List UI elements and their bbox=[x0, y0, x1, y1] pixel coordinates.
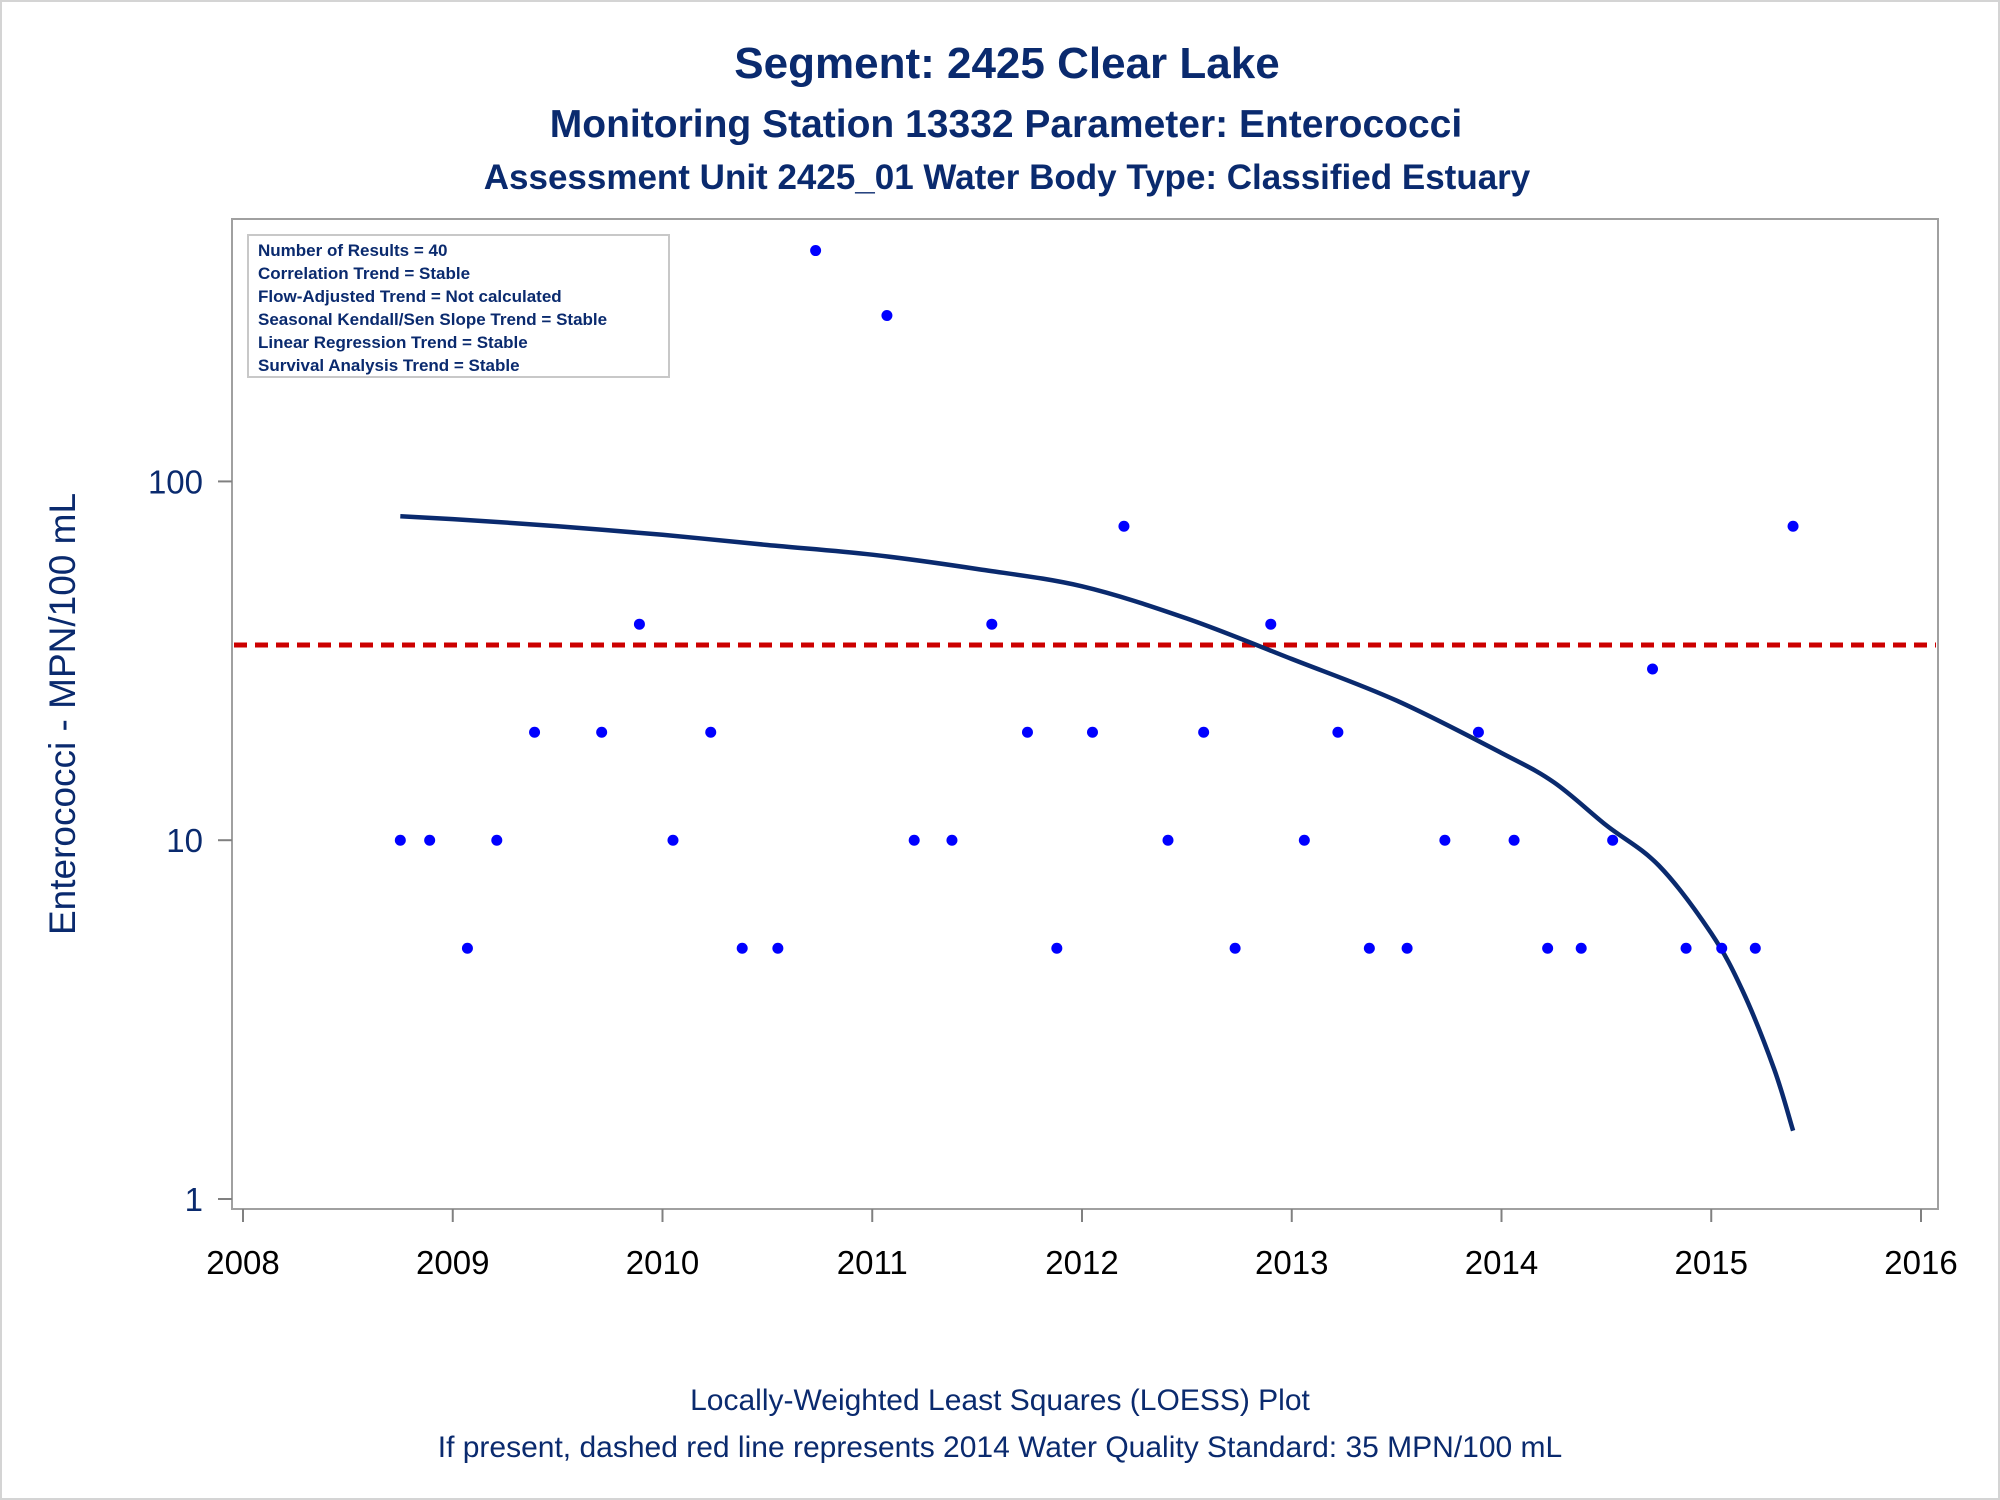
data-point bbox=[461, 942, 473, 954]
data-point bbox=[705, 726, 717, 738]
data-point bbox=[1439, 834, 1451, 846]
stats-line: Linear Regression Trend = Stable bbox=[258, 333, 528, 352]
data-point bbox=[1542, 942, 1554, 954]
data-point bbox=[1508, 834, 1520, 846]
footnote-loess: Locally-Weighted Least Squares (LOESS) P… bbox=[690, 1384, 1310, 1417]
data-point bbox=[1086, 726, 1098, 738]
x-tick-label: 2012 bbox=[1045, 1244, 1118, 1281]
data-point bbox=[1607, 834, 1619, 846]
data-points bbox=[394, 245, 1799, 954]
stats-line: Seasonal Kendall/Sen Slope Trend = Stabl… bbox=[258, 310, 607, 329]
plot-area bbox=[231, 218, 1939, 1210]
data-point bbox=[1575, 942, 1587, 954]
data-point bbox=[1265, 618, 1277, 630]
data-point bbox=[946, 834, 958, 846]
y-axis: 1 10 100 bbox=[148, 463, 232, 1218]
footnote-standard: If present, dashed red line represents 2… bbox=[438, 1431, 1563, 1464]
data-point bbox=[424, 834, 436, 846]
data-point bbox=[1051, 942, 1063, 954]
stats-line: Number of Results = 40 bbox=[258, 241, 447, 260]
data-point bbox=[1749, 942, 1761, 954]
data-point bbox=[1198, 726, 1210, 738]
x-tick-label: 2010 bbox=[626, 1244, 699, 1281]
loess-curve bbox=[400, 513, 1796, 1132]
data-point bbox=[491, 834, 503, 846]
data-point bbox=[1229, 942, 1241, 954]
data-point bbox=[1787, 520, 1799, 532]
data-point bbox=[908, 834, 920, 846]
data-point bbox=[1472, 726, 1484, 738]
data-point bbox=[1118, 520, 1130, 532]
data-point bbox=[1401, 942, 1413, 954]
data-point bbox=[881, 310, 893, 322]
chart-subtitle-2: Assessment Unit 2425_01 Water Body Type:… bbox=[484, 158, 1531, 197]
data-point bbox=[1680, 942, 1692, 954]
x-tick-label: 2015 bbox=[1675, 1244, 1748, 1281]
x-tick-label: 2016 bbox=[1884, 1244, 1957, 1281]
data-point bbox=[1363, 942, 1375, 954]
data-point bbox=[1162, 834, 1174, 846]
x-tick-label: 2014 bbox=[1465, 1244, 1538, 1281]
data-point bbox=[394, 834, 406, 846]
stats-line: Flow-Adjusted Trend = Not calculated bbox=[258, 287, 562, 306]
y-tick-label: 1 bbox=[185, 1181, 203, 1218]
x-tick-label: 2008 bbox=[206, 1244, 279, 1281]
data-point bbox=[810, 245, 822, 257]
x-tick-label: 2011 bbox=[837, 1244, 908, 1281]
stats-line: Correlation Trend = Stable bbox=[258, 264, 470, 283]
x-axis: 2008 2009 2010 2011 2012 2013 2014 2015 2016 bbox=[206, 1209, 1958, 1281]
chart-title: Segment: 2425 Clear Lake bbox=[734, 39, 1279, 88]
data-point bbox=[1021, 726, 1033, 738]
data-point bbox=[529, 726, 541, 738]
data-point bbox=[596, 726, 608, 738]
chart-subtitle-1: Monitoring Station 13332 Parameter: Ente… bbox=[550, 103, 1462, 146]
y-axis-label: Enterococci - MPN/100 mL bbox=[42, 493, 83, 935]
data-point bbox=[1716, 942, 1728, 954]
data-point bbox=[667, 834, 679, 846]
data-point bbox=[1647, 663, 1659, 675]
data-point bbox=[986, 618, 998, 630]
data-point bbox=[1298, 834, 1310, 846]
data-point bbox=[772, 942, 784, 954]
data-point bbox=[736, 942, 748, 954]
stats-box-border bbox=[247, 234, 670, 378]
y-tick-label: 100 bbox=[148, 463, 203, 500]
x-tick-label: 2013 bbox=[1255, 1244, 1328, 1281]
stats-line: Survival Analysis Trend = Stable bbox=[258, 356, 520, 375]
data-point bbox=[1332, 726, 1344, 738]
y-tick-label: 10 bbox=[166, 822, 203, 859]
data-point bbox=[633, 618, 645, 630]
x-tick-label: 2009 bbox=[416, 1244, 489, 1281]
stats-box: Number of Results = 40 Correlation Trend … bbox=[247, 234, 670, 378]
